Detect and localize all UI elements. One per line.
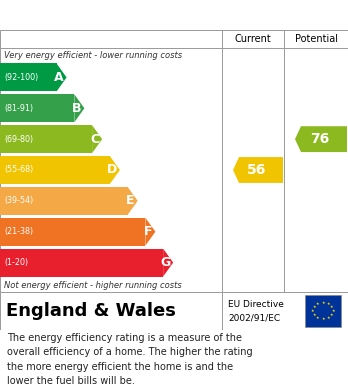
Text: (81-91): (81-91) xyxy=(4,104,33,113)
Text: ★: ★ xyxy=(326,302,330,307)
Text: ★: ★ xyxy=(330,305,334,309)
Text: ★: ★ xyxy=(321,301,325,305)
Polygon shape xyxy=(57,63,66,91)
Bar xyxy=(0,94,74,122)
Text: D: D xyxy=(106,163,117,176)
Text: ★: ★ xyxy=(330,313,334,317)
Text: Energy Efficiency Rating: Energy Efficiency Rating xyxy=(8,7,229,23)
Text: B: B xyxy=(72,102,81,115)
Text: C: C xyxy=(90,133,99,145)
Text: (21-38): (21-38) xyxy=(4,227,33,236)
Text: ★: ★ xyxy=(313,305,316,309)
Bar xyxy=(0,187,128,215)
Polygon shape xyxy=(233,157,283,183)
Text: England & Wales: England & Wales xyxy=(6,302,176,320)
Text: ★: ★ xyxy=(332,309,335,313)
Text: ★: ★ xyxy=(313,313,316,317)
Text: Potential: Potential xyxy=(294,34,338,44)
Text: (55-68): (55-68) xyxy=(4,165,33,174)
Text: ★: ★ xyxy=(311,309,315,313)
Text: ★: ★ xyxy=(321,317,325,321)
Text: F: F xyxy=(144,225,152,238)
Text: (39-54): (39-54) xyxy=(4,196,33,205)
Bar xyxy=(0,125,92,153)
Polygon shape xyxy=(128,187,138,215)
Bar xyxy=(0,63,57,91)
Polygon shape xyxy=(92,125,102,153)
Text: G: G xyxy=(160,256,170,269)
Text: ★: ★ xyxy=(316,302,319,307)
Text: (69-80): (69-80) xyxy=(4,135,33,143)
Bar xyxy=(0,156,110,184)
Text: (92-100): (92-100) xyxy=(4,73,38,82)
Bar xyxy=(305,295,341,327)
Text: The energy efficiency rating is a measure of the
overall efficiency of a home. T: The energy efficiency rating is a measur… xyxy=(7,333,253,386)
Bar xyxy=(0,218,145,246)
Polygon shape xyxy=(163,249,173,276)
Text: A: A xyxy=(54,71,64,84)
Polygon shape xyxy=(295,126,347,152)
Polygon shape xyxy=(145,218,156,246)
Text: Current: Current xyxy=(235,34,271,44)
Text: Not energy efficient - higher running costs: Not energy efficient - higher running co… xyxy=(4,280,182,289)
Text: ★: ★ xyxy=(326,316,330,320)
Text: 56: 56 xyxy=(247,163,267,177)
Text: ★: ★ xyxy=(316,316,319,320)
Text: EU Directive: EU Directive xyxy=(228,300,284,308)
Text: 76: 76 xyxy=(310,132,330,146)
Polygon shape xyxy=(110,156,120,184)
Text: Very energy efficient - lower running costs: Very energy efficient - lower running co… xyxy=(4,50,182,59)
Text: E: E xyxy=(126,194,135,207)
Text: (1-20): (1-20) xyxy=(4,258,28,267)
Bar xyxy=(0,249,163,276)
Polygon shape xyxy=(74,94,84,122)
Text: 2002/91/EC: 2002/91/EC xyxy=(228,313,280,322)
